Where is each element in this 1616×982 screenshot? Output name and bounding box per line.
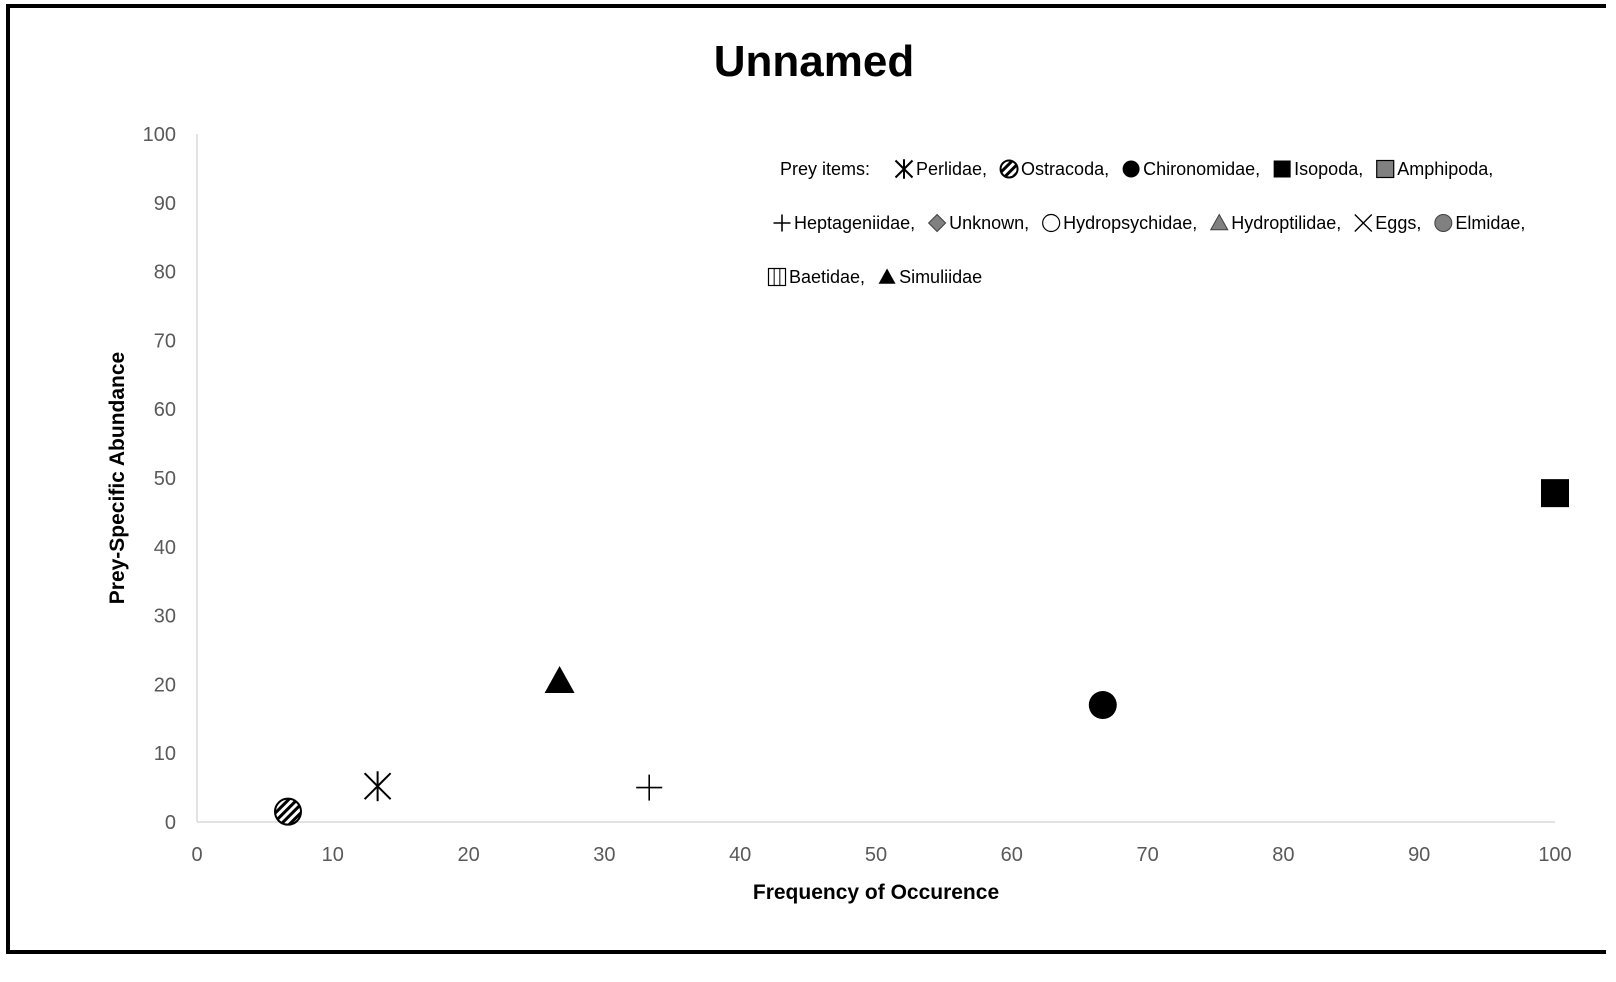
x-tick-label: 0 [191, 844, 202, 866]
legend-label: Elmidae, [1455, 213, 1525, 233]
data-point-perlidae [363, 771, 392, 802]
chart-frame [6, 4, 1606, 954]
legend: Prey items: Perlidae, Ostracoda, Chironomi… [767, 159, 1525, 287]
data-point-ostracoda [273, 797, 302, 826]
x-tick-label: 10 [322, 844, 344, 866]
legend-marker-circle-black [1122, 160, 1140, 178]
x-tick-label: 90 [1408, 844, 1430, 866]
y-tick-label: 50 [154, 468, 176, 490]
legend-label: Baetidae, [789, 267, 865, 287]
legend-marker-square-striped [767, 267, 787, 287]
x-tick-label: 80 [1272, 844, 1294, 866]
y-axis-title: Prey-Specific Abundance [106, 352, 129, 604]
legend-marker-square-gray [1376, 159, 1395, 179]
legend-marker-hatched-circle [999, 159, 1019, 179]
data-point-heptageniidae [636, 774, 663, 801]
x-tick-label: 50 [865, 844, 887, 866]
data-point-chironomidae [1088, 691, 1117, 720]
y-tick-label: 0 [165, 812, 176, 834]
x-tick-label: 60 [1001, 844, 1023, 866]
legend-label: Hydroptilidae, [1231, 213, 1341, 233]
legend-label: Unknown, [949, 213, 1029, 233]
y-tick-label: 10 [154, 743, 176, 765]
legend-label: Heptageniidae, [794, 213, 915, 233]
legend-marker-plus [773, 214, 791, 232]
y-tick-label: 40 [154, 537, 176, 559]
x-tick-label: 70 [1136, 844, 1158, 866]
legend-label: Eggs, [1375, 213, 1421, 233]
y-tick-label: 30 [154, 606, 176, 628]
legend-marker-circle-gray [1434, 214, 1453, 232]
legend-label: Hydropsychidae, [1063, 213, 1197, 233]
legend-marker-circle-open [1042, 213, 1061, 233]
chart-title: Unnamed [714, 37, 914, 86]
legend-label: Ostracoda, [1021, 159, 1109, 179]
y-axis-ticks: 0 10 20 30 40 50 60 70 80 90 100 [143, 124, 176, 834]
legend-marker-square-black [1273, 160, 1291, 178]
y-tick-label: 80 [154, 262, 176, 284]
x-tick-label: 40 [729, 844, 751, 866]
legend-marker-triangle-gray [1209, 213, 1229, 231]
x-tick-label: 30 [593, 844, 615, 866]
legend-label: Isopoda, [1294, 159, 1363, 179]
legend-title: Prey items: [780, 159, 870, 179]
data-point-simuliidae [544, 665, 575, 693]
x-axis-title: Frequency of Occurence [753, 881, 999, 904]
data-points [273, 479, 1569, 826]
legend-marker-triangle-black [878, 268, 896, 284]
legend-marker-diamond-gray [927, 213, 947, 233]
x-axis-ticks: 0 10 20 30 40 50 60 70 80 90 100 [191, 844, 1571, 866]
y-tick-label: 70 [154, 330, 176, 352]
legend-label: Perlidae, [916, 159, 987, 179]
legend-label: Simuliidae [899, 267, 982, 287]
y-tick-label: 90 [154, 193, 176, 215]
legend-label: Amphipoda, [1397, 159, 1493, 179]
y-tick-label: 20 [154, 674, 176, 696]
x-tick-label: 100 [1538, 844, 1571, 866]
axes [196, 134, 1555, 823]
legend-marker-asterisk [894, 159, 914, 179]
legend-label: Chironomidae, [1143, 159, 1260, 179]
x-tick-label: 20 [457, 844, 479, 866]
y-tick-label: 100 [143, 124, 176, 146]
legend-marker-cross [1354, 214, 1373, 232]
data-point-isopoda [1541, 479, 1569, 508]
y-tick-label: 60 [154, 399, 176, 421]
